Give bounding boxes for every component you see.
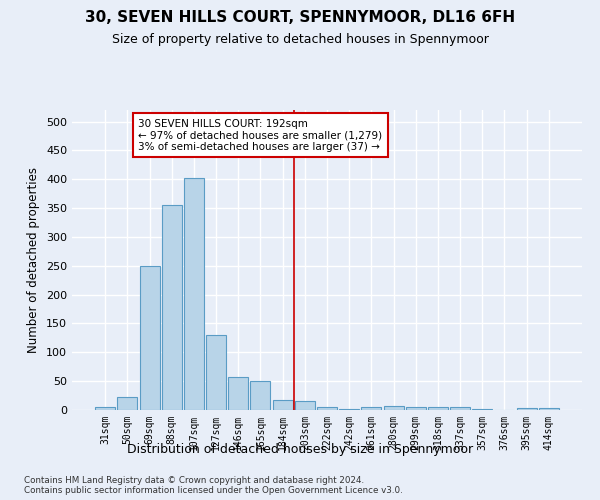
Bar	[383, 406, 404, 410]
Text: 30, SEVEN HILLS COURT, SPENNYMOOR, DL16 6FH: 30, SEVEN HILLS COURT, SPENNYMOOR, DL16 …	[85, 10, 515, 25]
Bar	[295, 402, 315, 410]
Bar	[517, 408, 536, 410]
Bar	[361, 407, 382, 410]
Bar	[428, 406, 448, 410]
Bar	[539, 408, 559, 410]
Text: Distribution of detached houses by size in Spennymoor: Distribution of detached houses by size …	[127, 442, 473, 456]
Bar	[250, 381, 271, 410]
Bar	[118, 396, 137, 410]
Text: Size of property relative to detached houses in Spennymoor: Size of property relative to detached ho…	[112, 32, 488, 46]
Bar	[95, 406, 115, 410]
Bar	[317, 407, 337, 410]
Text: Contains HM Land Registry data © Crown copyright and database right 2024.
Contai: Contains HM Land Registry data © Crown c…	[24, 476, 403, 495]
Bar	[184, 178, 204, 410]
Text: 30 SEVEN HILLS COURT: 192sqm
← 97% of detached houses are smaller (1,279)
3% of : 30 SEVEN HILLS COURT: 192sqm ← 97% of de…	[139, 118, 383, 152]
Bar	[140, 266, 160, 410]
Bar	[272, 400, 293, 410]
Bar	[450, 407, 470, 410]
Bar	[162, 205, 182, 410]
Bar	[339, 409, 359, 410]
Bar	[206, 335, 226, 410]
Bar	[228, 376, 248, 410]
Bar	[406, 406, 426, 410]
Y-axis label: Number of detached properties: Number of detached properties	[28, 167, 40, 353]
